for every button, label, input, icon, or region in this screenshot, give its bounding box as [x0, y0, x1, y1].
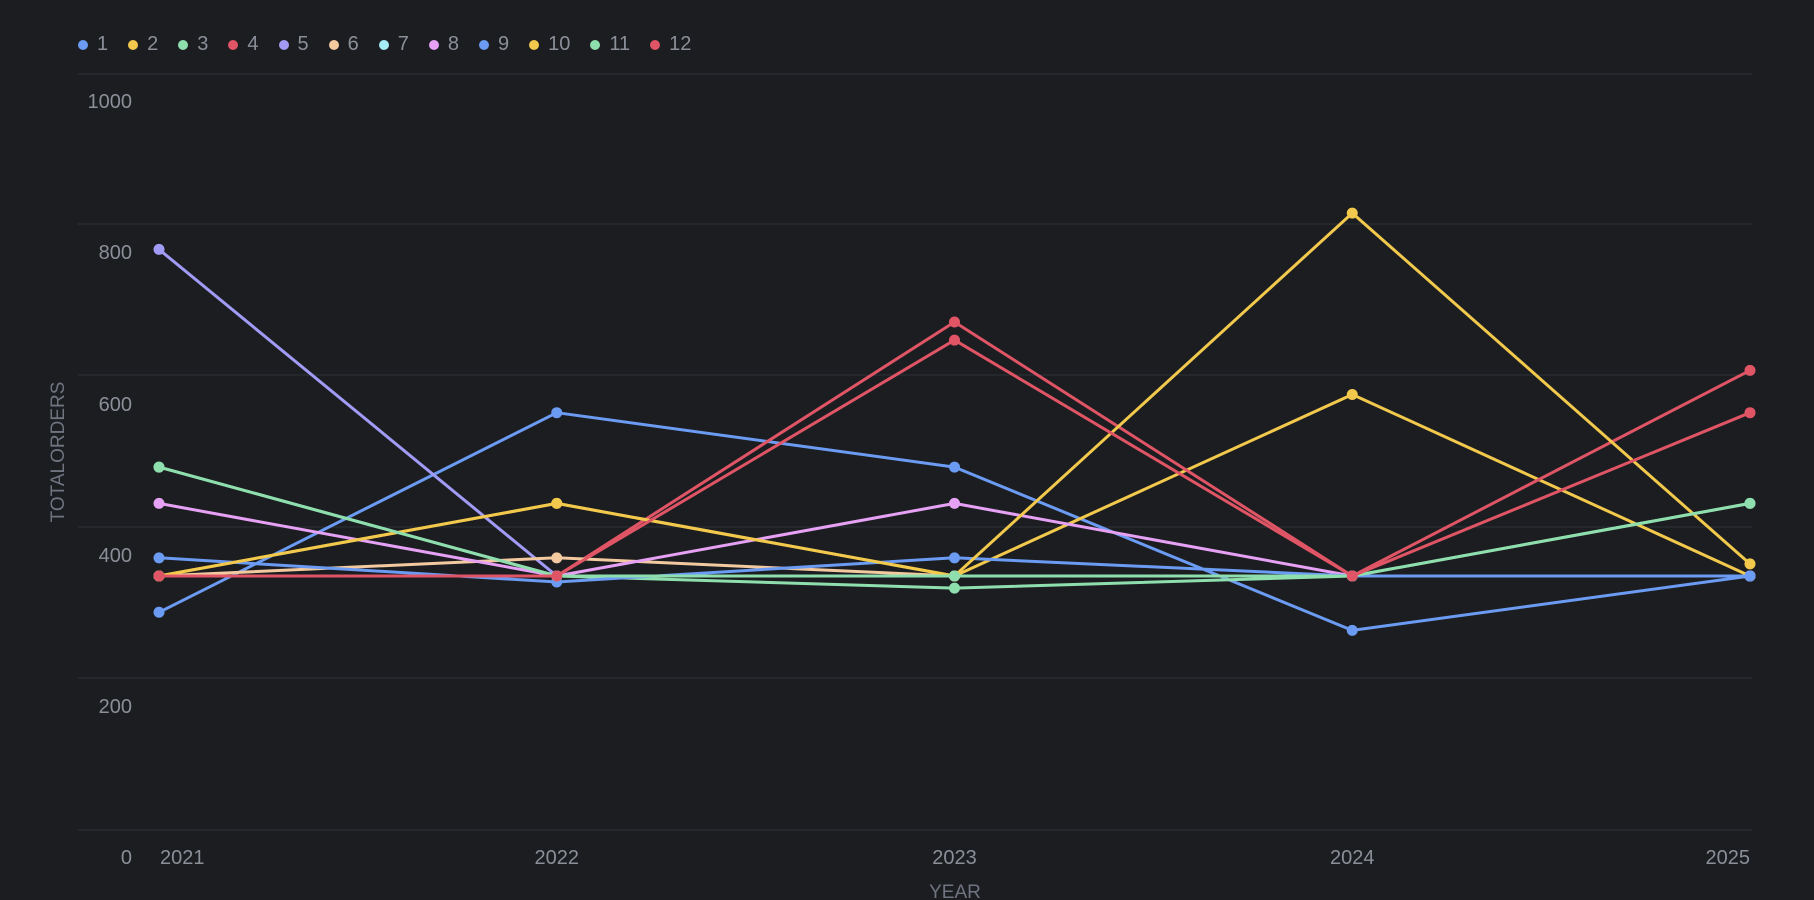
- data-point-12-2023[interactable]: [949, 334, 960, 346]
- legend-swatch: [178, 39, 189, 50]
- data-point-10-2025[interactable]: [1744, 558, 1756, 570]
- x-axis-title: YEAR: [929, 882, 981, 900]
- x-tick-label: 2024: [1330, 847, 1375, 869]
- grid-lines: [78, 73, 1752, 831]
- legend-label: 11: [609, 33, 631, 55]
- legend-item-9[interactable]: 9: [479, 33, 509, 56]
- x-tick-label: 2025: [1706, 847, 1751, 869]
- y-tick-label: 1000: [88, 91, 133, 113]
- series-line-2: [158, 393, 1751, 578]
- y-tick-label: 200: [99, 696, 132, 718]
- data-point-2-2024[interactable]: [1346, 389, 1358, 401]
- series-9: [153, 552, 1756, 588]
- legend-item-2[interactable]: 2: [128, 33, 158, 56]
- legend-item-6[interactable]: 6: [328, 33, 359, 56]
- legend-label: 5: [297, 33, 309, 55]
- legend-label: 4: [247, 33, 259, 55]
- y-tick-label: 400: [99, 545, 132, 567]
- legend-label: 12: [669, 33, 692, 55]
- legend-item-3[interactable]: 3: [178, 33, 208, 56]
- data-point-11-2021[interactable]: [153, 461, 165, 473]
- legend-label: 10: [548, 33, 571, 55]
- data-point-4-2025[interactable]: [1744, 364, 1756, 376]
- data-point-11-2025[interactable]: [1744, 497, 1756, 509]
- legend-item-10[interactable]: 10: [529, 33, 570, 56]
- data-point-1-2021[interactable]: [153, 606, 165, 618]
- legend-swatch: [228, 39, 239, 50]
- y-axis-title: TOTALORDERS: [48, 382, 69, 523]
- legend-item-7[interactable]: 7: [378, 33, 409, 56]
- legend-label: 7: [397, 33, 409, 55]
- x-tick-label: 2022: [535, 847, 580, 869]
- data-point-8-2021[interactable]: [153, 497, 165, 509]
- data-point-8-2023[interactable]: [949, 497, 960, 509]
- legend-swatch: [128, 39, 139, 50]
- legend-item-4[interactable]: 4: [228, 33, 259, 56]
- data-point-3-2023[interactable]: [949, 582, 960, 594]
- data-point-9-2025[interactable]: [1744, 570, 1756, 582]
- legend-item-11[interactable]: 11: [590, 33, 630, 56]
- data-point-10-2024[interactable]: [1346, 207, 1358, 219]
- legend-swatch: [328, 39, 339, 50]
- data-point-9-2021[interactable]: [153, 552, 165, 564]
- legend-item-1[interactable]: 1: [78, 33, 108, 56]
- y-tick-label: 800: [99, 242, 132, 264]
- series-11: [153, 461, 1756, 582]
- data-point-9-2023[interactable]: [949, 552, 960, 564]
- legend-label: 6: [347, 33, 359, 55]
- legend-label: 9: [498, 33, 510, 55]
- series-line-10: [158, 211, 1751, 578]
- data-point-10-2022[interactable]: [551, 497, 563, 509]
- legend-swatch: [78, 39, 88, 50]
- data-point-6-2022[interactable]: [551, 552, 563, 564]
- x-tick-label: 2023: [932, 847, 977, 869]
- data-point-5-2021[interactable]: [153, 243, 165, 255]
- legend-label: 1: [97, 33, 109, 55]
- y-tick-label: 600: [99, 394, 132, 416]
- data-point-12-2025[interactable]: [1744, 407, 1756, 419]
- data-point-12-2021[interactable]: [153, 570, 165, 582]
- x-axis-ticks: 2021 2022 2023 2024 2025: [160, 847, 1750, 869]
- legend-swatch: [529, 39, 540, 50]
- series-line-3: [158, 465, 1751, 590]
- data-point-1-2024[interactable]: [1346, 624, 1358, 636]
- legend-swatch: [378, 39, 389, 50]
- legend-item-5[interactable]: 5: [278, 33, 309, 56]
- legend-swatch: [650, 39, 661, 50]
- legend-item-12[interactable]: 12: [650, 33, 691, 56]
- series-group: [153, 207, 1756, 636]
- data-point-12-2022[interactable]: [551, 570, 563, 582]
- data-point-4-2023[interactable]: [949, 316, 960, 328]
- legend-swatch: [590, 39, 601, 50]
- legend: 1 2 3 4 5 6 7 8 9 10 11 12: [78, 33, 711, 56]
- data-point-1-2023[interactable]: [949, 461, 960, 473]
- data-point-12-2024[interactable]: [1346, 570, 1358, 582]
- x-tick-label: 2021: [160, 847, 205, 869]
- legend-label: 3: [197, 33, 209, 55]
- series-12: [153, 334, 1756, 582]
- legend-label: 8: [447, 33, 459, 55]
- legend-swatch: [428, 39, 439, 50]
- legend-label: 2: [147, 33, 159, 55]
- y-tick-label: 0: [121, 847, 132, 869]
- data-point-1-2022[interactable]: [551, 407, 563, 419]
- legend-swatch: [278, 39, 289, 50]
- series-line-4: [159, 320, 1751, 578]
- data-point-11-2023[interactable]: [949, 570, 960, 582]
- series-10: [153, 207, 1756, 582]
- legend-swatch: [479, 39, 489, 50]
- y-axis-ticks: 1000 800 600 400 200 0: [88, 91, 133, 869]
- legend-item-8[interactable]: 8: [428, 33, 459, 56]
